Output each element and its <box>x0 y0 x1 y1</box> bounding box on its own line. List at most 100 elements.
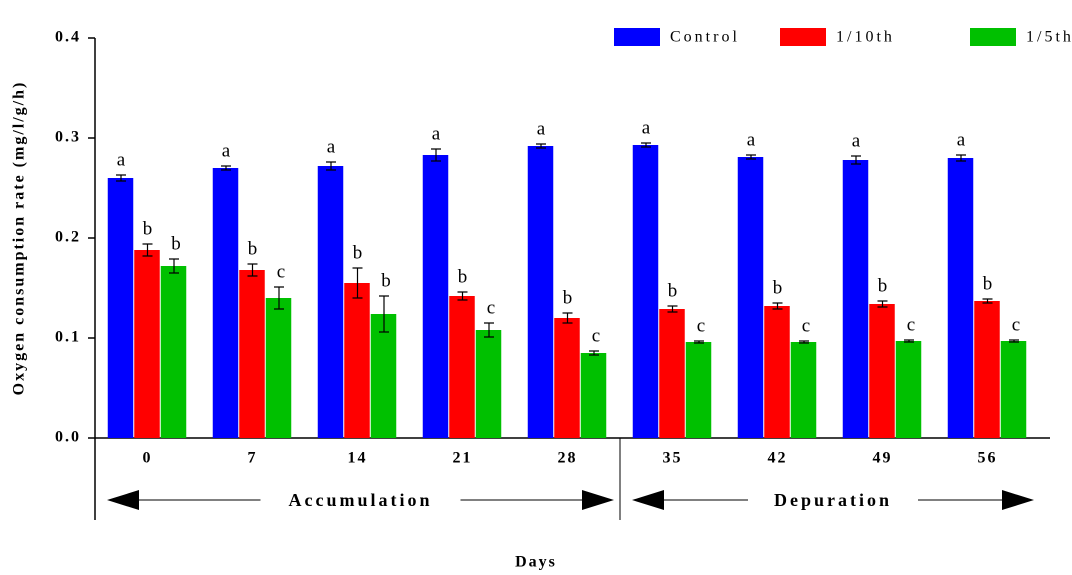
legend-label: 1/10th <box>836 29 895 46</box>
error-bar <box>221 165 231 171</box>
error-bar <box>274 286 284 310</box>
x-tick-label: 42 <box>768 450 788 467</box>
data-label: c <box>487 297 495 318</box>
bar <box>475 330 502 438</box>
data-label: a <box>222 140 231 161</box>
bar <box>370 314 397 438</box>
error-bar <box>247 263 258 277</box>
legend-swatch <box>780 28 826 46</box>
error-bar <box>851 155 861 165</box>
x-tick-label: 21 <box>453 450 473 467</box>
legend-label: Control <box>670 29 740 46</box>
error-bar <box>562 312 573 324</box>
bar <box>947 158 974 438</box>
data-label: b <box>381 270 391 291</box>
x-tick-label: 7 <box>248 450 258 467</box>
bar <box>265 298 292 438</box>
data-label: c <box>277 261 285 282</box>
data-label: a <box>537 118 546 139</box>
y-tick-label: 0.1 <box>55 329 81 346</box>
error-bar <box>982 298 993 304</box>
error-bar <box>326 161 336 171</box>
bar <box>895 341 922 438</box>
y-tick-label: 0.3 <box>55 129 81 146</box>
bar <box>869 304 895 438</box>
data-label: b <box>668 280 678 301</box>
error-bar <box>352 267 363 299</box>
data-label: a <box>117 149 126 170</box>
data-label: b <box>563 287 573 308</box>
data-label: b <box>353 242 363 263</box>
arrow-head <box>107 490 139 510</box>
legend-label: 1/5th <box>1026 29 1072 46</box>
x-axis-label: Days <box>515 554 557 571</box>
bar <box>632 145 659 438</box>
y-tick-label: 0.4 <box>55 29 81 46</box>
bar <box>974 301 1000 438</box>
error-bar <box>431 148 441 162</box>
data-label: c <box>802 315 810 336</box>
bar <box>737 157 764 438</box>
data-label: b <box>458 266 468 287</box>
data-label: a <box>747 129 756 150</box>
error-bar <box>694 340 704 344</box>
bar <box>580 353 607 438</box>
data-label: c <box>697 315 705 336</box>
bar <box>160 266 187 438</box>
x-tick-label: 0 <box>143 450 153 467</box>
data-label: b <box>878 275 888 296</box>
error-bar <box>1009 339 1019 343</box>
x-tick-label: 28 <box>558 450 578 467</box>
bar <box>842 160 869 438</box>
data-label: b <box>143 218 153 239</box>
bar <box>527 146 554 438</box>
error-bar <box>379 295 389 333</box>
data-label: b <box>171 233 181 254</box>
error-bar <box>536 143 546 149</box>
bar <box>659 309 685 438</box>
error-bar <box>667 305 678 313</box>
y-axis-label: Oxygen consumption rate (mg/l/g/h) <box>11 81 28 396</box>
data-label: a <box>642 117 651 138</box>
error-bar <box>746 154 756 160</box>
arrow-head <box>582 490 614 510</box>
error-bar <box>641 142 651 148</box>
y-tick-label: 0.2 <box>55 229 81 246</box>
error-bar <box>169 258 179 274</box>
bar <box>790 342 817 438</box>
error-bar <box>877 300 888 308</box>
bar <box>422 155 449 438</box>
x-tick-label: 14 <box>348 450 368 467</box>
data-label: b <box>773 277 783 298</box>
error-bar <box>799 340 809 344</box>
bar <box>317 166 344 438</box>
error-bar <box>904 339 914 343</box>
data-label: a <box>957 129 966 150</box>
bar <box>239 270 265 438</box>
bar <box>212 168 239 438</box>
error-bar <box>484 322 494 338</box>
bar <box>107 178 134 438</box>
data-label: b <box>983 273 993 294</box>
bar <box>685 342 712 438</box>
error-bar <box>457 291 468 301</box>
legend-swatch <box>614 28 660 46</box>
y-tick-label: 0.0 <box>55 429 81 446</box>
bar <box>449 296 475 438</box>
group-label: Accumulation <box>289 490 433 510</box>
data-label: b <box>248 238 258 259</box>
bar <box>134 250 160 438</box>
error-bar <box>589 350 599 356</box>
data-label: a <box>432 123 441 144</box>
group-label: Depuration <box>774 490 892 510</box>
error-bar <box>772 302 783 310</box>
error-bar <box>956 154 966 162</box>
x-tick-label: 49 <box>873 450 893 467</box>
bar <box>1000 341 1027 438</box>
data-label: c <box>592 325 600 346</box>
x-tick-label: 56 <box>978 450 998 467</box>
x-tick-label: 35 <box>663 450 683 467</box>
data-label: a <box>852 130 861 151</box>
bar <box>554 318 580 438</box>
